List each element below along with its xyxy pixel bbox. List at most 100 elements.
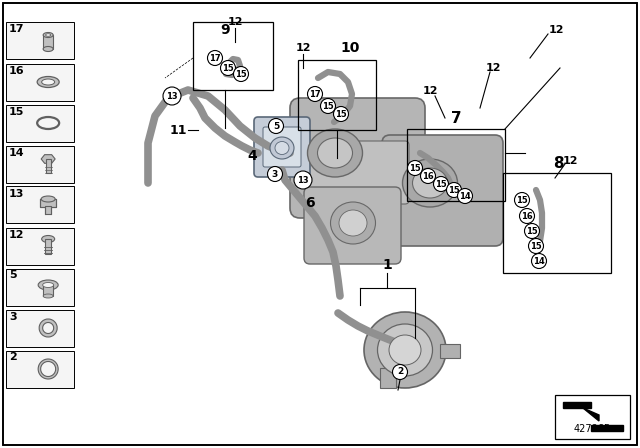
Polygon shape	[563, 402, 591, 408]
Bar	[298, 60, 376, 130]
Ellipse shape	[42, 79, 54, 85]
Text: 8: 8	[553, 155, 563, 171]
Bar	[6, 146, 74, 182]
Ellipse shape	[317, 138, 353, 168]
FancyBboxPatch shape	[304, 187, 401, 264]
Ellipse shape	[43, 47, 53, 52]
Circle shape	[321, 99, 335, 113]
Bar	[503, 173, 611, 273]
Text: 14: 14	[9, 147, 24, 158]
Circle shape	[268, 167, 282, 181]
Text: 17: 17	[209, 53, 221, 63]
Ellipse shape	[307, 129, 362, 177]
Ellipse shape	[413, 168, 447, 198]
Bar	[45, 206, 51, 214]
Text: 13: 13	[166, 91, 178, 100]
Circle shape	[163, 87, 181, 105]
Ellipse shape	[403, 159, 458, 207]
Text: 15: 15	[516, 195, 528, 204]
Text: 4: 4	[247, 149, 257, 163]
Bar	[6, 64, 74, 100]
Circle shape	[269, 119, 284, 134]
Text: 427965: 427965	[574, 424, 611, 434]
Text: 9: 9	[220, 23, 230, 37]
Ellipse shape	[45, 34, 51, 36]
Ellipse shape	[43, 294, 53, 298]
Circle shape	[234, 66, 248, 82]
Ellipse shape	[38, 280, 58, 290]
Bar	[6, 350, 74, 388]
Circle shape	[221, 60, 236, 76]
FancyBboxPatch shape	[290, 98, 425, 218]
Text: 15: 15	[335, 109, 347, 119]
Text: 13: 13	[297, 176, 309, 185]
Text: 7: 7	[451, 111, 461, 125]
Bar	[6, 104, 74, 142]
Circle shape	[520, 208, 534, 224]
Circle shape	[307, 86, 323, 102]
Text: 15: 15	[530, 241, 542, 250]
Text: 15: 15	[9, 107, 24, 116]
Text: 15: 15	[222, 64, 234, 73]
Text: 12: 12	[227, 17, 243, 27]
Text: 12: 12	[422, 86, 438, 96]
Circle shape	[529, 238, 543, 254]
FancyBboxPatch shape	[263, 127, 301, 167]
Bar	[6, 268, 74, 306]
Ellipse shape	[43, 33, 53, 38]
Circle shape	[294, 171, 312, 189]
Circle shape	[531, 254, 547, 268]
Text: 5: 5	[273, 121, 279, 130]
Circle shape	[408, 160, 422, 176]
Bar	[6, 186, 74, 224]
Text: 3: 3	[272, 169, 278, 178]
Ellipse shape	[275, 142, 289, 155]
Circle shape	[420, 168, 435, 184]
Circle shape	[392, 365, 408, 379]
Text: 14: 14	[459, 191, 471, 201]
Text: 1: 1	[382, 258, 392, 272]
Text: 2: 2	[9, 353, 17, 362]
FancyBboxPatch shape	[306, 141, 409, 204]
Ellipse shape	[42, 236, 54, 242]
Bar	[45, 159, 51, 173]
Bar	[45, 239, 51, 254]
FancyBboxPatch shape	[382, 135, 503, 246]
Ellipse shape	[41, 196, 55, 202]
Ellipse shape	[339, 210, 367, 236]
Text: 3: 3	[9, 311, 17, 322]
Bar	[6, 310, 74, 346]
Bar	[6, 228, 74, 264]
Bar	[440, 344, 460, 358]
Circle shape	[207, 51, 223, 65]
Text: 15: 15	[235, 69, 247, 78]
Text: 15: 15	[448, 185, 460, 194]
Bar	[40, 199, 56, 207]
Bar	[407, 129, 505, 201]
Ellipse shape	[378, 324, 433, 376]
Bar	[43, 35, 53, 49]
Text: 14: 14	[533, 257, 545, 266]
Ellipse shape	[37, 77, 59, 87]
Ellipse shape	[43, 283, 54, 288]
Text: 17: 17	[9, 23, 24, 34]
Text: 10: 10	[340, 41, 360, 55]
Text: 17: 17	[309, 90, 321, 99]
Text: 12: 12	[548, 25, 564, 35]
Text: 15: 15	[435, 180, 447, 189]
Circle shape	[458, 189, 472, 203]
Text: 15: 15	[322, 102, 334, 111]
Bar	[555, 395, 630, 439]
Ellipse shape	[270, 137, 294, 159]
Text: 16: 16	[521, 211, 533, 220]
Ellipse shape	[330, 202, 376, 244]
Ellipse shape	[364, 312, 446, 388]
Text: 12: 12	[485, 63, 500, 73]
Text: 2: 2	[397, 367, 403, 376]
Text: 6: 6	[305, 196, 315, 210]
Text: 15: 15	[526, 227, 538, 236]
Text: 16: 16	[422, 172, 434, 181]
Bar	[43, 285, 53, 296]
Circle shape	[525, 224, 540, 238]
Ellipse shape	[389, 335, 421, 365]
